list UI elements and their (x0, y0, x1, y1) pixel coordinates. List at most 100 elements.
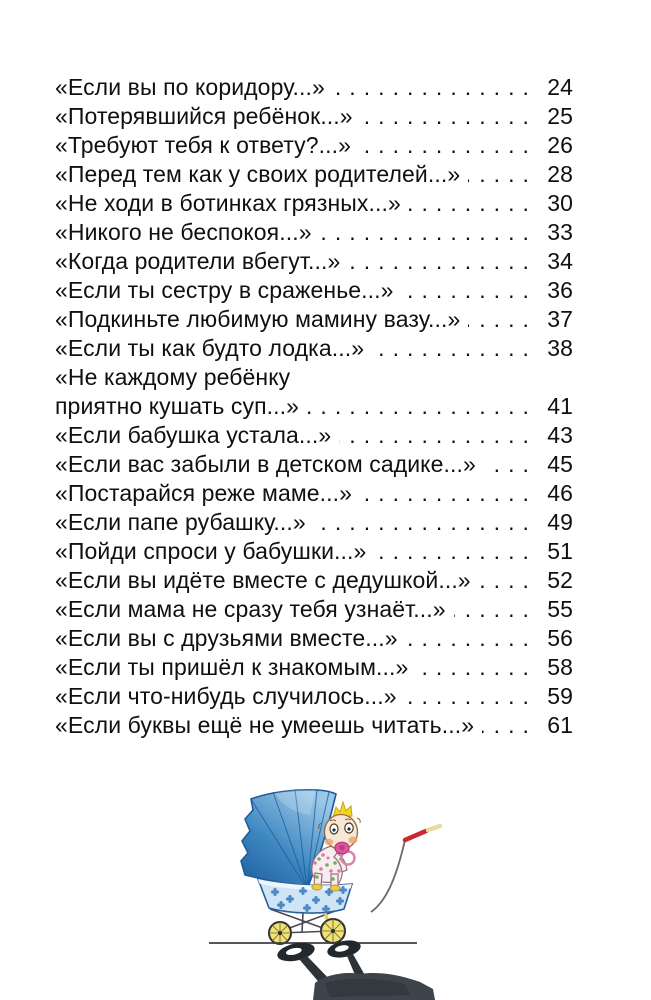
dot-leader: ........................................… (320, 219, 537, 245)
dot-leader: ........................................… (361, 103, 537, 129)
pacifier-icon (334, 841, 356, 866)
toc-entry-title: «Пойди спроси у бабушки...» (55, 538, 367, 564)
toc-entry-title: «Если буквы ещё не умеешь читать...» (55, 712, 475, 738)
dot-leader: ........................................… (374, 538, 537, 564)
toc-entry-line: «Подкиньте любимую мамину вазу...»......… (55, 305, 573, 334)
toc-entry-line: «Постарайся реже маме...»...............… (55, 479, 573, 508)
toc-entry-line: «Если вы по коридору...»................… (55, 73, 573, 102)
toc-entry-page: 46 (547, 480, 573, 506)
toc-entry-line: «Никого не беспокоя...».................… (55, 218, 573, 247)
toc-entry-line: «Если мама не сразу тебя узнаёт...».....… (55, 595, 573, 624)
toc-entry-title: «Если папе рубашку...» (55, 509, 306, 535)
toc-entry-title: «Если ты сестру в сраженье...» (55, 277, 394, 303)
toc-entry-title: «Подкиньте любимую мамину вазу...» (55, 306, 461, 332)
toc-entry-page: 56 (547, 625, 573, 651)
dot-leader: ........................................… (468, 306, 537, 332)
dot-leader: ........................................… (348, 248, 537, 274)
toc-entry-line: «Если вас забыли в детском садике...»...… (55, 450, 573, 479)
toc-entry-page: 52 (547, 567, 573, 593)
dot-leader: ........................................… (360, 480, 537, 506)
toc-entry-page: 45 (547, 451, 573, 477)
toc-entry-page: 25 (547, 103, 573, 129)
toc-entry-page: 38 (547, 335, 573, 361)
toc-entry-page: 43 (547, 422, 573, 448)
toc-entry-line: «Если бабушка устала...»................… (55, 421, 573, 450)
toc-entry-line: «Не ходи в ботинках грязных...».........… (55, 189, 573, 218)
toc-entry-title: «Когда родители вбегут...» (55, 248, 341, 274)
toc-entry-title: «Если мама не сразу тебя узнаёт...» (55, 596, 446, 622)
toc-entry-title: «Если бабушка устала...» (55, 422, 332, 448)
dot-leader: ........................................… (482, 712, 537, 738)
toc-entry-page: 59 (547, 683, 573, 709)
toc-entry-page: 26 (547, 132, 573, 158)
toc-entry-title: приятно кушать суп...» (55, 393, 300, 419)
dot-leader: ........................................… (479, 567, 537, 593)
flower-pattern (271, 886, 347, 913)
dot-leader: ........................................… (409, 190, 537, 216)
toc-entry-line: «Если буквы ещё не умеешь читать...»....… (55, 711, 573, 740)
dot-leader: ........................................… (372, 335, 537, 361)
dot-leader: ........................................… (483, 451, 537, 477)
toc-entry-title: «Потерявшийся ребёнок...» (55, 103, 353, 129)
toc-entry-line: «Перед тем как у своих родителей...»....… (55, 160, 573, 189)
bootie-right (329, 884, 341, 892)
toc-entry-line: «Если что-нибудь случилось...»..........… (55, 682, 573, 711)
toc-entry-line: приятно кушать суп...»..................… (55, 392, 573, 421)
toc-entry-title: «Если вы с друзьями вместе...» (55, 625, 398, 651)
pram-wheel-left (268, 921, 292, 945)
toc-entry-title: «Не каждому ребёнку (55, 364, 291, 390)
dot-leader: ........................................… (402, 277, 537, 303)
dot-leader: ........................................… (406, 625, 537, 651)
toc-entry-page: 36 (547, 277, 573, 303)
toc-entry-title: «Если вы по коридору...» (55, 74, 325, 100)
toc-entry-page: 34 (547, 248, 573, 274)
pram-handle (370, 823, 443, 913)
toc-entry-line: «Если ты пришёл к знакомым...»..........… (55, 653, 573, 682)
hair-tuft (332, 800, 353, 818)
toc-entry-title: «Не ходи в ботинках грязных...» (55, 190, 401, 216)
toc-entry-page: 28 (547, 161, 573, 187)
dot-leader: ........................................… (307, 393, 537, 419)
baby-body (311, 845, 348, 892)
table-of-contents: «Если вы по коридору...»................… (55, 73, 573, 740)
toc-entry-page: 49 (547, 509, 573, 535)
toc-entry-line: «Требуют тебя к ответу?...».............… (55, 131, 573, 160)
toc-entry-title: «Никого не беспокоя...» (55, 219, 312, 245)
toc-entry-line: «Если ты как будто лодка...»............… (55, 334, 573, 363)
toc-entry-page: 41 (547, 393, 573, 419)
toc-entry-page: 51 (547, 538, 573, 564)
toc-entry-title: «Если вас забыли в детском садике...» (55, 451, 476, 477)
toc-entry-page: 30 (547, 190, 573, 216)
bootie-left (311, 883, 323, 891)
toc-entry-title: «Перед тем как у своих родителей...» (55, 161, 461, 187)
toc-entry-line: «Пойди спроси у бабушки...».............… (55, 537, 573, 566)
pram-body (256, 877, 354, 914)
dot-leader: ........................................… (416, 654, 537, 680)
toc-entry-title: «Если что-нибудь случилось...» (55, 683, 397, 709)
toc-entry-title: «Требуют тебя к ответу?...» (55, 132, 352, 158)
toc-entry-title: «Если ты пришёл к знакомым...» (55, 654, 409, 680)
toc-entry-title: «Если вы идёте вместе с дедушкой...» (55, 567, 471, 593)
dot-leader: ........................................… (468, 161, 537, 187)
toc-entry-page: 24 (547, 74, 573, 100)
toc-entry-line: «Когда родители вбегут...»..............… (55, 247, 573, 276)
toc-entry-page: 33 (547, 219, 573, 245)
dot-leader: ........................................… (333, 74, 537, 100)
toc-entry-line: «Если вы с друзьями вместе...»..........… (55, 624, 573, 653)
dot-leader: ........................................… (359, 132, 537, 158)
toc-entry-page: 61 (547, 712, 573, 738)
dot-leader: ........................................… (313, 509, 537, 535)
toc-entry-title: «Постарайся реже маме...» (55, 480, 353, 506)
dot-leader: ........................................… (454, 596, 537, 622)
toc-entry-line: «Не каждому ребёнку (55, 363, 573, 392)
pram-illustration (209, 789, 443, 1000)
dot-leader: ........................................… (339, 422, 537, 448)
toc-entry-title: «Если ты как будто лодка...» (55, 335, 365, 361)
toc-entry-line: «Если ты сестру в сраженье...»..........… (55, 276, 573, 305)
pram-wheel-right (320, 918, 346, 944)
pram-shadow (277, 940, 435, 1000)
toc-entry-line: «Если вы идёте вместе с дедушкой...»....… (55, 566, 573, 595)
toc-entry-page: 37 (547, 306, 573, 332)
toc-entry-line: «Если папе рубашку...»..................… (55, 508, 573, 537)
baby (311, 800, 361, 892)
